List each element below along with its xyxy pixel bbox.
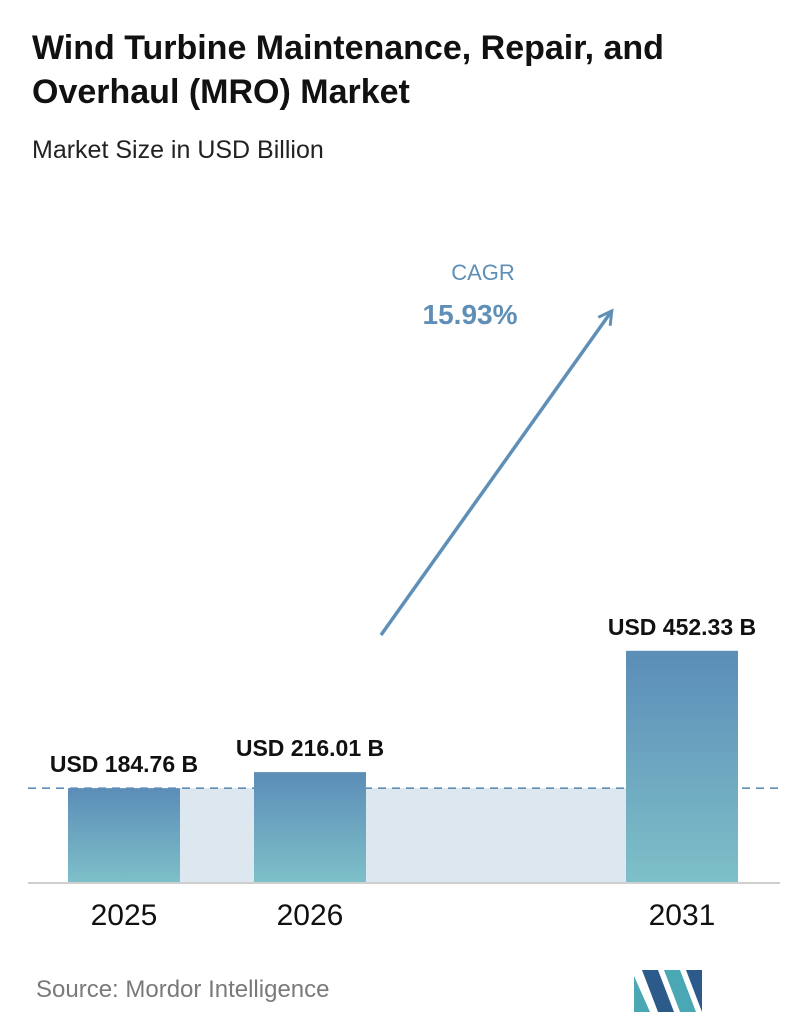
cagr-value: 15.93% xyxy=(423,299,518,330)
bar-2025 xyxy=(68,788,180,883)
data-label-2026: USD 216.01 B xyxy=(236,735,384,761)
x-tick-2031: 2031 xyxy=(649,899,716,932)
cagr-arrow xyxy=(379,312,611,637)
chart-title: Wind Turbine Maintenance, Repair, and Ov… xyxy=(32,29,664,111)
data-label-2025: USD 184.76 B xyxy=(50,751,198,777)
source-note: Source: Mordor Intelligence xyxy=(36,976,330,1003)
cagr-label: CAGR xyxy=(451,260,515,285)
bar-2031 xyxy=(626,650,738,883)
x-tick-2026: 2026 xyxy=(277,899,344,932)
x-tick-2025: 2025 xyxy=(91,899,158,932)
data-label-2031: USD 452.33 B xyxy=(608,614,756,640)
bar-2026 xyxy=(254,772,366,883)
chart-subtitle: Market Size in USD Billion xyxy=(32,136,324,164)
bar-chart: USD 184.76 B USD 216.01 B USD 452.33 B 202… xyxy=(28,260,780,932)
mordor-intelligence-logo-icon xyxy=(634,970,702,1012)
